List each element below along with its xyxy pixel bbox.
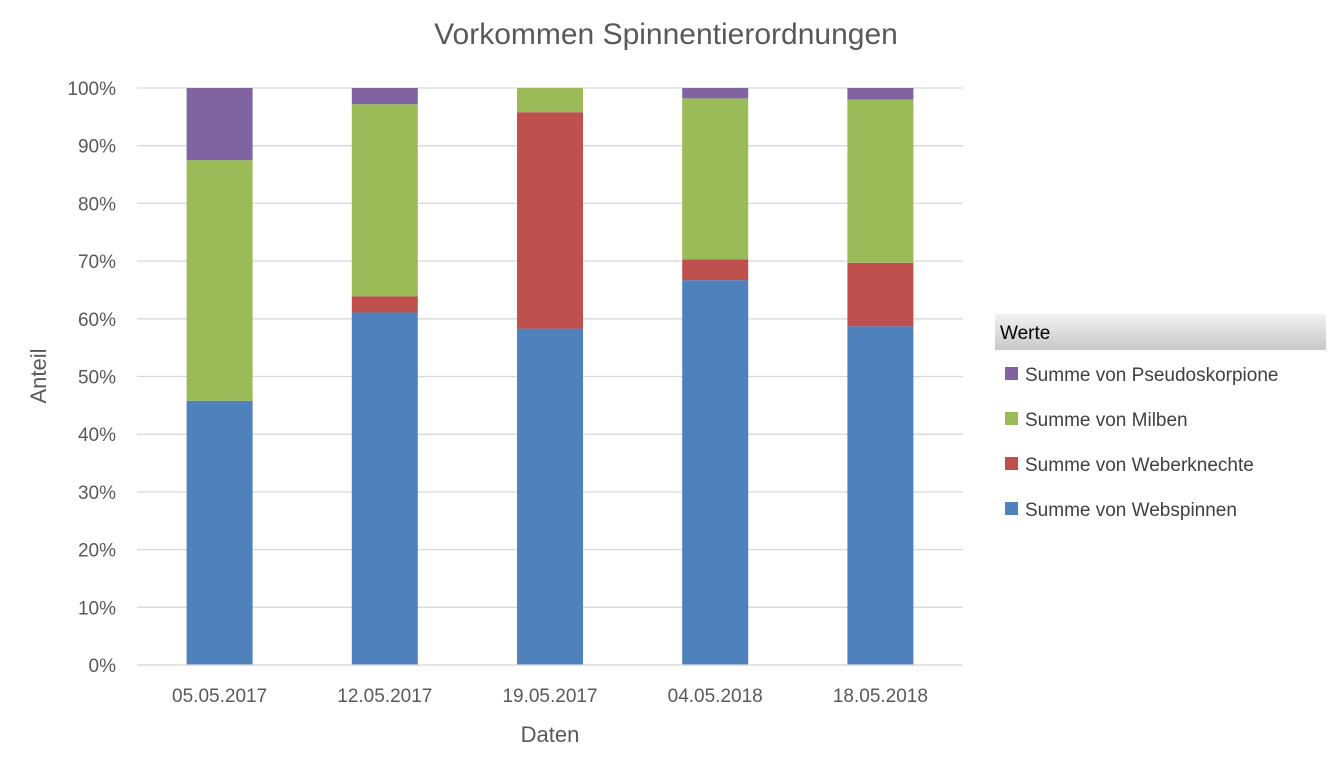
- bar-segment: [847, 88, 914, 100]
- y-tick-label: 20%: [78, 541, 116, 562]
- x-tick-label: 18.05.2018: [833, 686, 928, 707]
- y-tick-label: 0%: [89, 656, 117, 677]
- x-tick-label: 05.05.2017: [172, 686, 267, 707]
- legend: Werte Summe von Pseudoskorpione Summe von…: [995, 314, 1326, 521]
- y-tick-label: 100%: [67, 79, 116, 100]
- bar-segment: [682, 280, 749, 665]
- y-tick-label: 40%: [78, 425, 116, 446]
- x-tick-label: 19.05.2017: [502, 686, 597, 707]
- bar-segment: [351, 312, 418, 665]
- bars: [186, 88, 914, 665]
- y-axis-ticks: 0% 10% 20% 30% 40% 50% 60% 70% 80% 90% 100%: [67, 79, 116, 677]
- x-tick-label: 12.05.2017: [337, 686, 432, 707]
- legend-entry-label: Summe von Webspinnen: [1025, 500, 1237, 521]
- bar-segment: [186, 400, 253, 665]
- legend-header-bg: [995, 314, 1326, 350]
- bar-segment: [682, 88, 749, 99]
- legend-swatch: [1005, 457, 1018, 470]
- y-axis-label: Anteil: [26, 348, 51, 403]
- y-tick-label: 80%: [78, 194, 116, 215]
- bar-segment: [351, 296, 418, 313]
- x-axis-label: Daten: [521, 722, 580, 747]
- legend-title: Werte: [1000, 323, 1050, 344]
- bar-segment: [517, 112, 583, 329]
- bar-segment: [847, 262, 914, 327]
- bar-segment: [682, 259, 749, 281]
- bar-segment: [351, 104, 418, 297]
- bar-segment: [186, 160, 253, 401]
- bar-segment: [517, 328, 583, 665]
- bar-segment: [682, 98, 749, 260]
- y-tick-label: 30%: [78, 483, 116, 504]
- legend-entry-label: Summe von Pseudoskorpione: [1025, 365, 1278, 386]
- bar-segment: [186, 88, 253, 161]
- chart-title: Vorkommen Spinnentierordnungen: [434, 18, 898, 51]
- y-tick-label: 70%: [78, 252, 116, 273]
- bar-segment: [517, 88, 583, 113]
- bar-segment: [847, 99, 914, 263]
- y-tick-label: 60%: [78, 310, 116, 331]
- x-tick-label: 04.05.2018: [668, 686, 763, 707]
- legend-entry-label: Summe von Milben: [1025, 410, 1188, 431]
- bar-segment: [847, 326, 914, 665]
- y-tick-label: 50%: [78, 368, 116, 389]
- legend-swatch: [1005, 412, 1018, 425]
- legend-swatch: [1005, 502, 1018, 515]
- y-tick-label: 10%: [78, 598, 116, 619]
- bar-segment: [351, 88, 418, 105]
- legend-entry-label: Summe von Weberknechte: [1025, 455, 1254, 476]
- x-axis-ticks: 05.05.2017 12.05.2017 19.05.2017 04.05.2018…: [137, 664, 963, 707]
- y-tick-label: 90%: [78, 137, 116, 158]
- legend-swatch: [1005, 367, 1018, 380]
